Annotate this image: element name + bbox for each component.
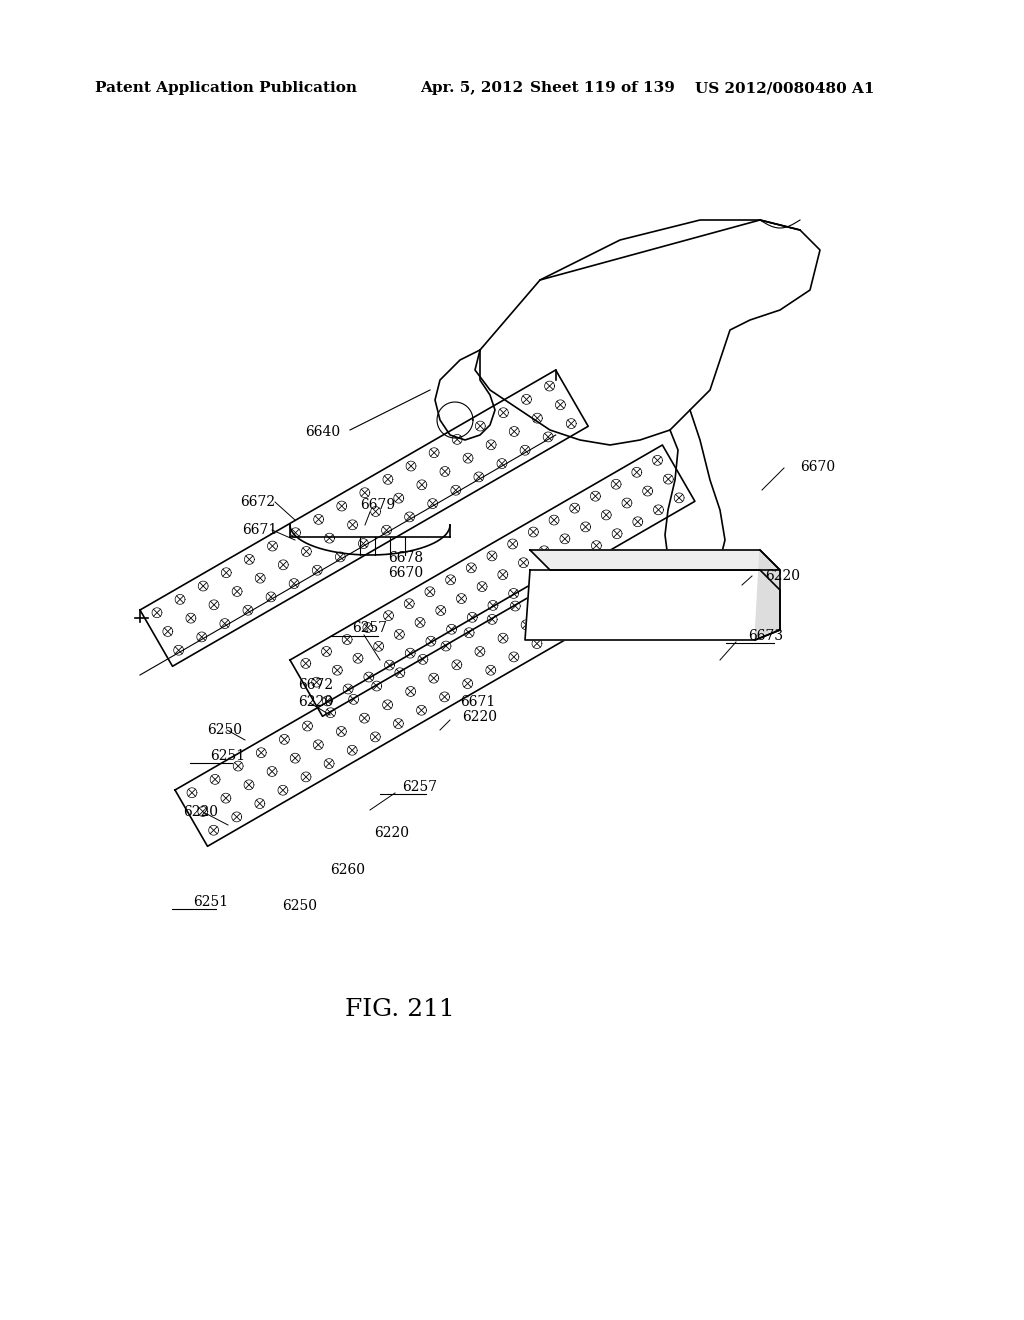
Text: 6672: 6672 [240,495,275,510]
Text: 6671: 6671 [242,523,278,537]
Text: Apr. 5, 2012: Apr. 5, 2012 [420,81,523,95]
Text: 6679: 6679 [360,498,395,512]
Text: 6678: 6678 [388,550,423,565]
Text: 6250: 6250 [282,899,317,913]
Text: 6251: 6251 [193,895,228,909]
Text: 6670: 6670 [800,459,836,474]
Polygon shape [530,550,780,570]
Text: US 2012/0080480 A1: US 2012/0080480 A1 [695,81,874,95]
Text: 6671: 6671 [460,696,496,709]
Text: 6260: 6260 [330,863,365,876]
Text: 6640: 6640 [305,425,340,440]
Text: 6673: 6673 [748,630,783,643]
Text: Patent Application Publication: Patent Application Publication [95,81,357,95]
Text: 6251: 6251 [210,748,245,763]
Text: 6250: 6250 [207,723,242,737]
Text: 6257: 6257 [402,780,437,795]
Polygon shape [525,570,780,640]
Text: FIG. 211: FIG. 211 [345,998,455,1022]
Text: Sheet 119 of 139: Sheet 119 of 139 [530,81,675,95]
Text: 6220: 6220 [765,569,800,583]
Text: 6257: 6257 [352,620,387,635]
Text: 6220: 6220 [374,826,409,840]
Text: 6672: 6672 [298,678,333,692]
Text: 6220: 6220 [462,710,497,723]
Polygon shape [755,550,780,640]
Text: 6220: 6220 [298,696,333,709]
Text: 6670: 6670 [388,566,423,579]
Text: 6220: 6220 [183,805,218,818]
